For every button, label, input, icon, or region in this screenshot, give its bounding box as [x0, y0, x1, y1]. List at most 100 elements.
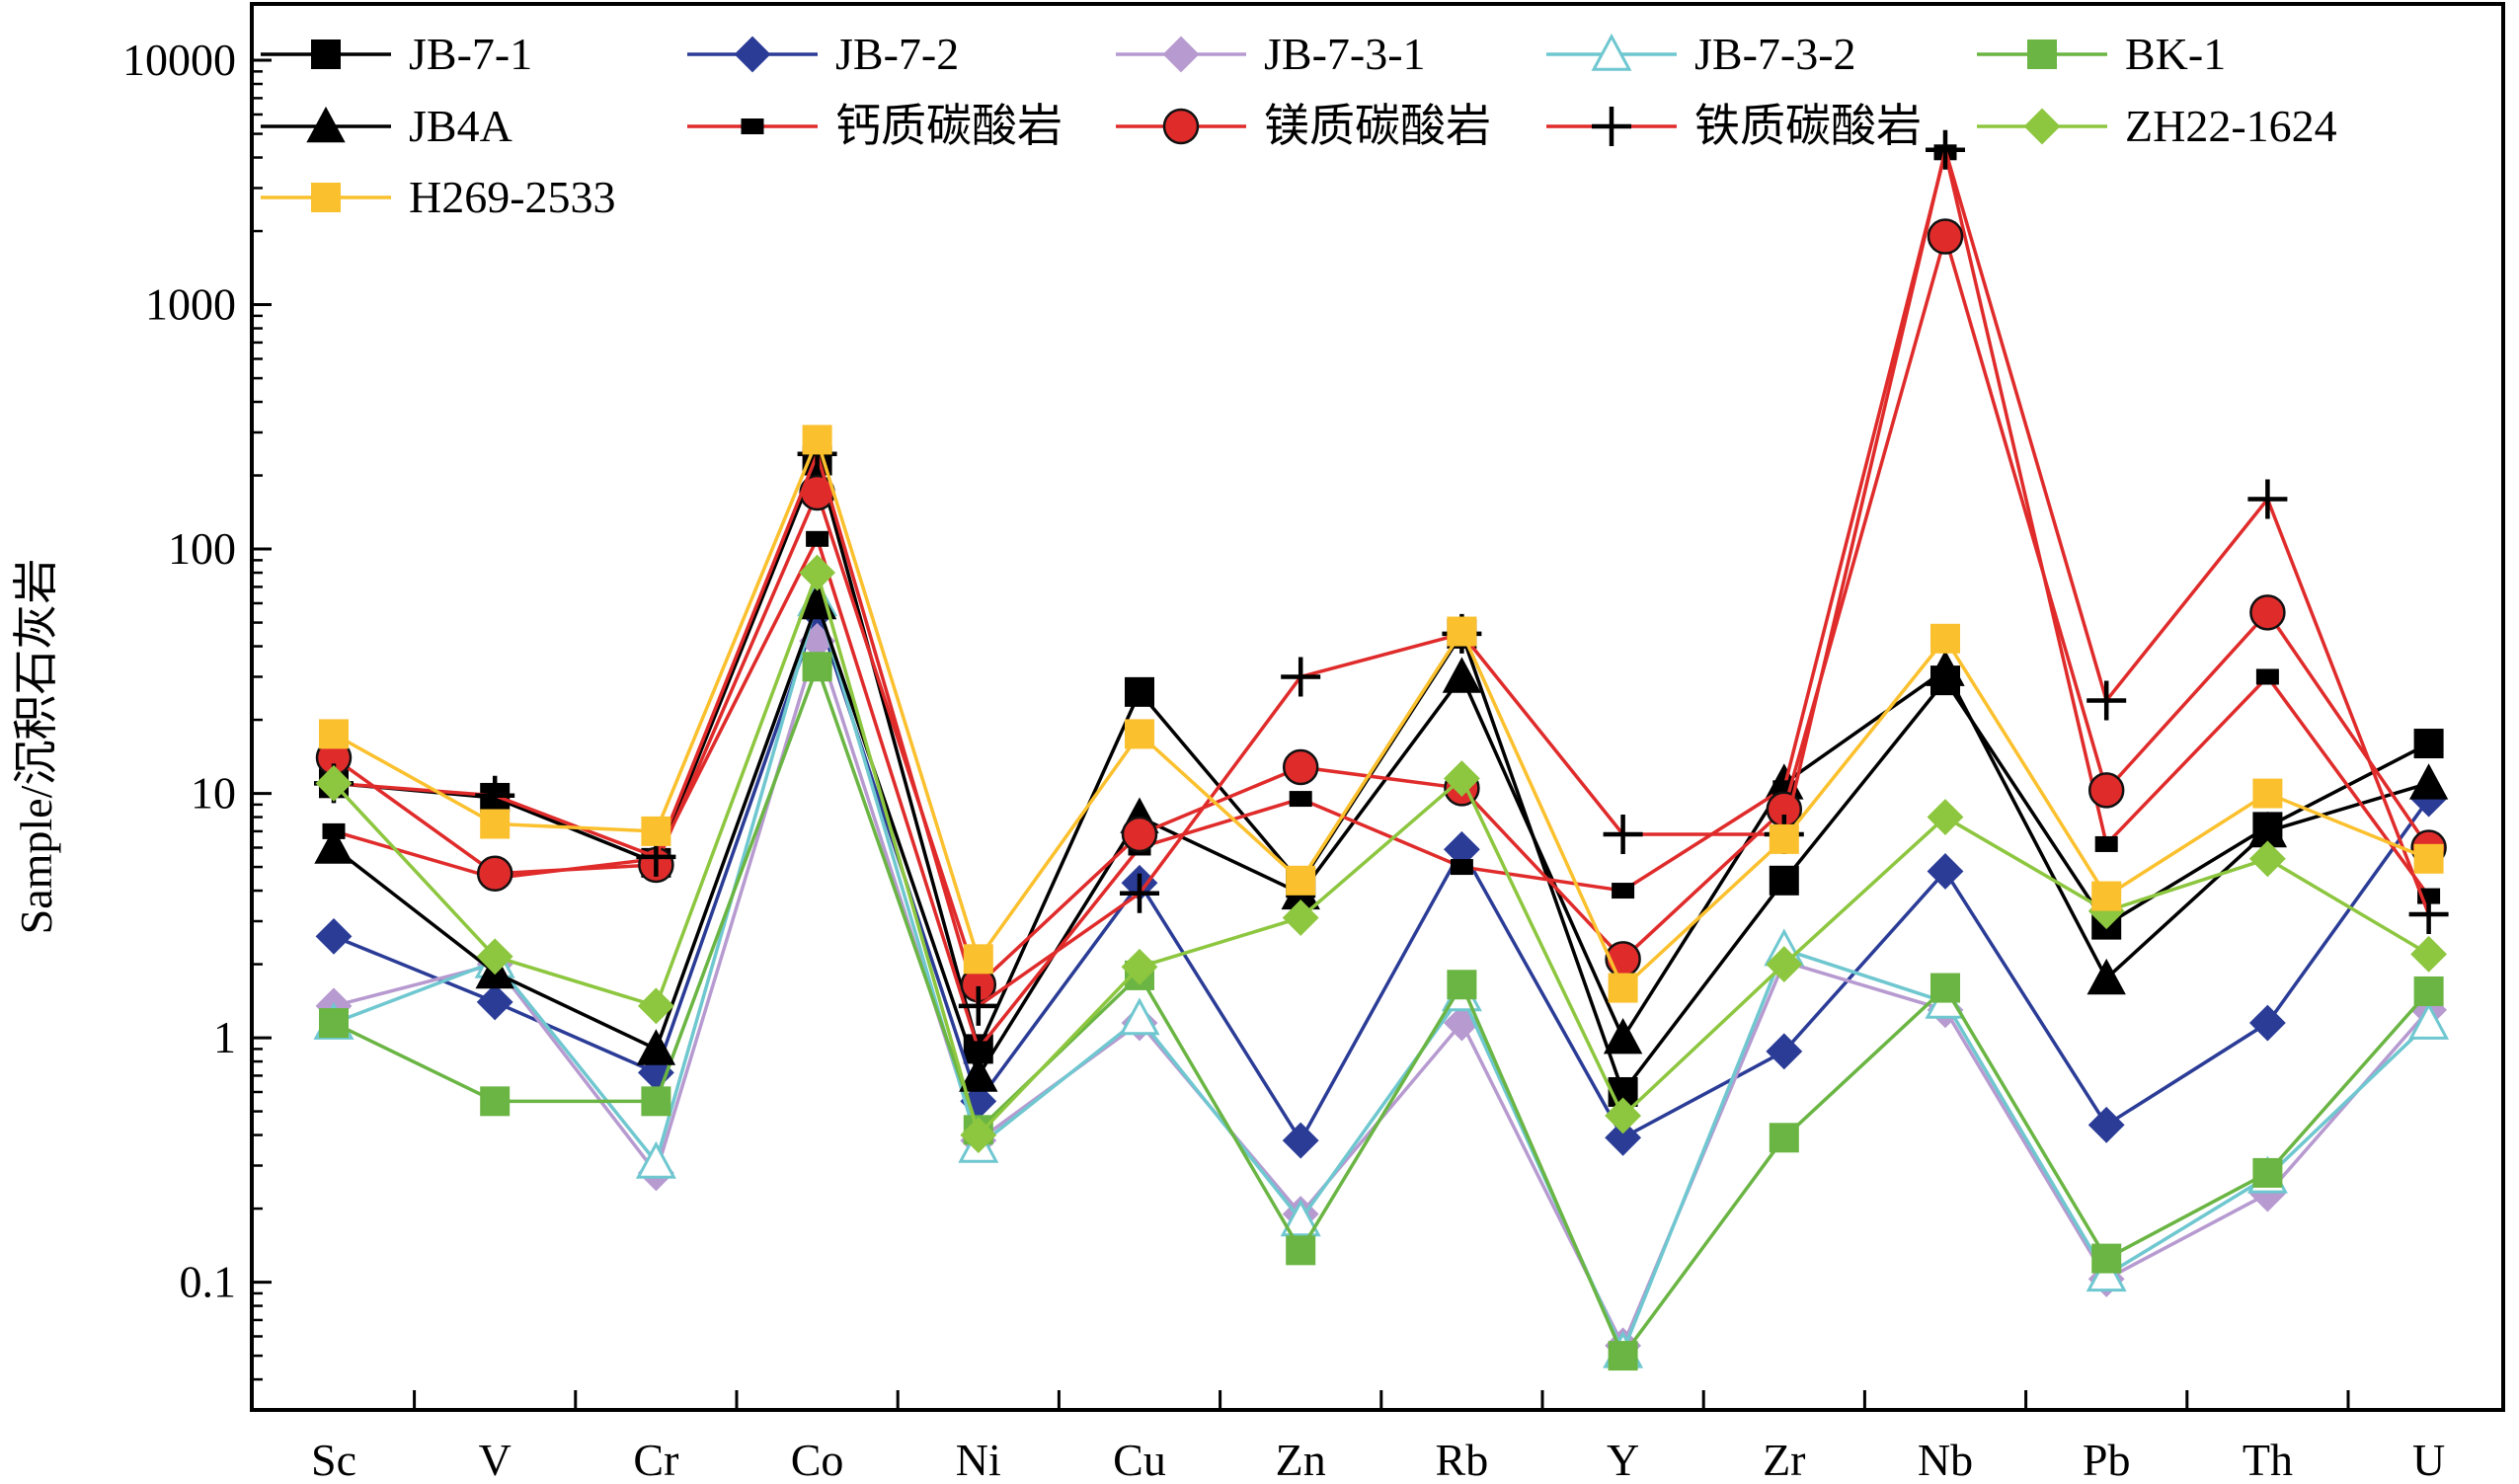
legend-entry-jb-7-1: JB-7-1: [261, 29, 532, 79]
series-series-7: [322, 144, 2441, 1057]
y-axis-title: Sample/沉积石灰岩: [11, 559, 61, 935]
data-point-zr: [1766, 946, 1803, 982]
legend-marker: [2027, 39, 2057, 69]
data-point-y: [1608, 1341, 1638, 1371]
data-point-th: [2248, 840, 2286, 878]
data-point-cr: [635, 1140, 676, 1179]
data-point-co: [799, 554, 836, 591]
x-tick-label-pb: Pb: [2083, 1435, 2131, 1479]
x-tick-label-zn: Zn: [1276, 1435, 1326, 1479]
data-point-cr: [641, 816, 671, 846]
data-point-pb: [2091, 1243, 2122, 1274]
legend-label: JB-7-2: [835, 29, 959, 79]
data-point-y: [1603, 1017, 1643, 1054]
legend-entry-jb4a: JB4A: [261, 101, 512, 151]
data-point-rb: [1450, 859, 1473, 876]
data-point-th: [2248, 1004, 2286, 1042]
data-point-cu: [1121, 816, 1158, 853]
legend-label: JB4A: [409, 101, 512, 151]
data-point-rb: [1447, 970, 1477, 1000]
legend-entry-jb-7-2: JB-7-2: [687, 29, 959, 79]
data-point-y: [1612, 883, 1635, 899]
data-point-sc: [315, 917, 353, 955]
data-point-ni: [958, 985, 998, 1026]
data-point-co: [806, 530, 829, 547]
data-point-rb: [1447, 616, 1477, 647]
legend-marker: [1162, 108, 1200, 145]
y-tick-label: 1: [213, 1012, 236, 1062]
data-point-nb: [1927, 799, 1964, 835]
data-point-u: [2408, 763, 2449, 800]
legend-entry-zh22-1624: ZH22-1624: [1977, 101, 2337, 151]
data-point-nb: [1930, 623, 1960, 654]
data-point-pb: [2086, 1254, 2127, 1292]
data-point-v: [475, 775, 515, 816]
data-point-co: [802, 425, 832, 455]
legend-marker: [734, 36, 771, 73]
data-point-y: [1605, 1097, 1642, 1134]
y-tick-label: 100: [168, 523, 236, 574]
series-line: [333, 148, 2431, 1008]
legend-marker: [1591, 33, 1632, 71]
data-point-sc: [319, 719, 349, 749]
legend-entry-jb-7-3-2: JB-7-3-2: [1546, 29, 1856, 79]
data-point-cu: [1125, 719, 1154, 749]
x-tick-label-sc: Sc: [311, 1435, 356, 1479]
data-point-sc: [315, 764, 353, 802]
data-point-nb: [1927, 218, 1964, 255]
legend-entry-series-8: 镁质碳酸岩: [1116, 101, 1491, 151]
legend-entry-series-7: 钙质碳酸岩: [687, 101, 1063, 151]
y-tick-label: 10: [191, 768, 236, 819]
data-point-u: [2410, 935, 2448, 973]
series-series-9: [314, 129, 2449, 1026]
data-point-ni: [963, 944, 993, 975]
data-point-nb: [1930, 973, 1960, 1003]
series-h269-2533: [319, 425, 2444, 1003]
series-line: [332, 234, 2431, 986]
legend-entry-bk-1: BK-1: [1977, 29, 2226, 79]
data-point-u: [2413, 976, 2444, 1006]
data-point-zn: [1280, 1199, 1321, 1237]
series-line: [333, 664, 2430, 1358]
series-line: [332, 601, 2430, 1078]
data-point-zn: [1286, 865, 1316, 896]
legend-label: JB-7-3-1: [1264, 29, 1426, 79]
x-tick-label-ni: Ni: [956, 1435, 1001, 1479]
legend-label: 铁质碳酸岩: [1694, 101, 1922, 151]
x-tick-label-y: Y: [1607, 1435, 1639, 1479]
data-point-u: [2413, 729, 2444, 759]
data-point-cu: [1121, 948, 1158, 985]
data-point-ni: [959, 1055, 998, 1092]
series-jb-7-2: [315, 593, 2448, 1159]
data-point-zr: [1769, 823, 1799, 854]
data-point-pb: [2086, 680, 2127, 721]
y-tick-label: 1000: [145, 279, 236, 330]
data-point-rb: [1443, 760, 1480, 797]
data-point-pb: [2091, 881, 2122, 911]
data-point-th: [2255, 668, 2279, 685]
data-point-zr: [1769, 1123, 1799, 1153]
series-line: [333, 437, 2430, 990]
data-point-th: [2249, 594, 2286, 631]
x-tick-label-nb: Nb: [1918, 1435, 1973, 1479]
data-point-sc: [314, 827, 354, 864]
data-point-nb: [1927, 853, 1964, 890]
data-point-nb: [1926, 129, 1965, 170]
x-tick-label-co: Co: [791, 1435, 844, 1479]
legend-label: 镁质碳酸岩: [1264, 101, 1491, 151]
plot-border: [250, 2, 2505, 1412]
data-point-pb: [2087, 1106, 2125, 1143]
legend-label: H269-2533: [409, 172, 616, 222]
legend-entry-h269-2533: H269-2533: [261, 172, 616, 222]
data-point-zn: [1286, 1235, 1316, 1266]
x-tick-label-cu: Cu: [1113, 1435, 1166, 1479]
data-point-v: [476, 855, 513, 892]
series-jb4a: [314, 583, 2449, 1092]
legend-marker: [311, 39, 341, 69]
data-point-v: [476, 938, 513, 976]
data-point-sc: [319, 1008, 349, 1039]
x-tick-label-rb: Rb: [1436, 1435, 1489, 1479]
data-point-u: [2408, 895, 2449, 935]
